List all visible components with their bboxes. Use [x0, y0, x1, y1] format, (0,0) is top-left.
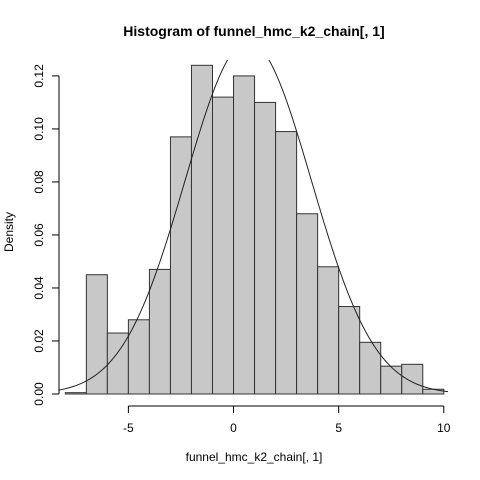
histogram-bar-15 — [381, 366, 402, 394]
x-axis: -5 0 5 10 — [123, 406, 451, 435]
histogram-bar-6 — [191, 65, 212, 394]
histogram-bar-1 — [86, 275, 107, 394]
histogram-bar-13 — [339, 307, 360, 394]
histogram-bar-7 — [213, 97, 234, 394]
histogram-bar-11 — [297, 214, 318, 394]
histogram-bar-12 — [318, 267, 339, 394]
bars-layer — [65, 65, 443, 394]
y-tick-label-4: 0.08 — [32, 170, 46, 194]
histogram-bar-16 — [402, 364, 423, 394]
histogram-bar-5 — [170, 137, 191, 394]
y-axis: 0.00 0.02 0.04 0.06 0.08 0.10 0.12 — [32, 64, 59, 406]
histogram-bar-8 — [234, 76, 255, 394]
y-tick-label-3: 0.06 — [32, 223, 46, 247]
x-axis-label: funnel_hmc_k2_chain[, 1] — [186, 450, 323, 464]
y-tick-label-6: 0.12 — [32, 64, 46, 88]
histogram-bar-4 — [149, 269, 170, 394]
x-tick-label-3: 10 — [437, 421, 451, 435]
y-tick-label-2: 0.04 — [32, 276, 46, 300]
x-tick-label-1: 0 — [230, 421, 237, 435]
histogram-bar-17 — [423, 389, 444, 394]
x-tick-label-2: 5 — [335, 421, 342, 435]
y-axis-label: Density — [2, 212, 16, 252]
histogram-bar-0 — [65, 393, 86, 394]
y-tick-label-1: 0.02 — [32, 329, 46, 353]
y-tick-label-0: 0.00 — [32, 382, 46, 406]
x-tick-label-0: -5 — [123, 421, 134, 435]
chart-title: Histogram of funnel_hmc_k2_chain[, 1] — [123, 23, 384, 39]
histogram-bar-10 — [276, 132, 297, 394]
y-tick-label-5: 0.10 — [32, 117, 46, 141]
histogram-bar-9 — [255, 102, 276, 394]
